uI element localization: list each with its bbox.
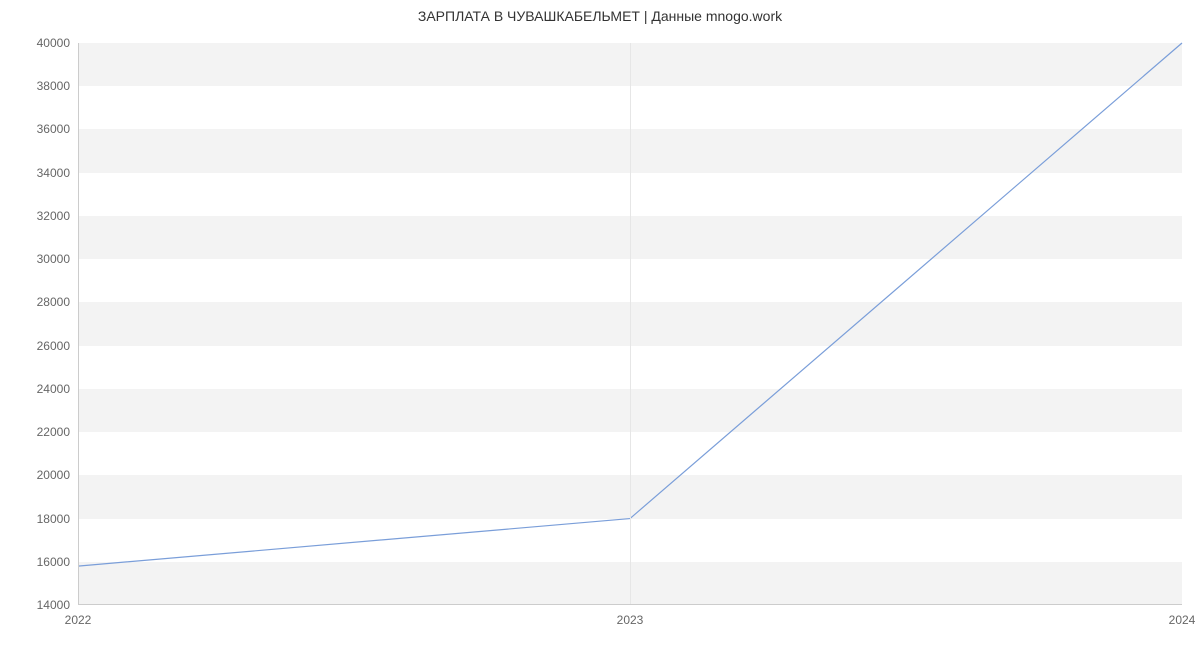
chart-title: ЗАРПЛАТА В ЧУВАШКАБЕЛЬМЕТ | Данные mnogo… bbox=[0, 8, 1200, 24]
x-axis-line bbox=[78, 604, 1182, 605]
line-chart: ЗАРПЛАТА В ЧУВАШКАБЕЛЬМЕТ | Данные mnogo… bbox=[0, 0, 1200, 650]
grid-vline bbox=[630, 43, 631, 605]
y-tick-label: 14000 bbox=[37, 598, 70, 612]
y-tick-label: 20000 bbox=[37, 468, 70, 482]
y-tick-label: 28000 bbox=[37, 295, 70, 309]
plot-area: 1400016000180002000022000240002600028000… bbox=[78, 43, 1182, 605]
y-tick-label: 32000 bbox=[37, 209, 70, 223]
y-tick-label: 36000 bbox=[37, 122, 70, 136]
x-tick-label: 2024 bbox=[1169, 613, 1196, 627]
y-tick-label: 34000 bbox=[37, 166, 70, 180]
y-tick-label: 18000 bbox=[37, 512, 70, 526]
y-tick-label: 40000 bbox=[37, 36, 70, 50]
y-tick-label: 38000 bbox=[37, 79, 70, 93]
y-axis-line bbox=[78, 43, 79, 605]
y-tick-label: 26000 bbox=[37, 339, 70, 353]
y-tick-label: 22000 bbox=[37, 425, 70, 439]
y-tick-label: 30000 bbox=[37, 252, 70, 266]
y-tick-label: 24000 bbox=[37, 382, 70, 396]
y-tick-label: 16000 bbox=[37, 555, 70, 569]
x-tick-label: 2023 bbox=[617, 613, 644, 627]
x-tick-label: 2022 bbox=[65, 613, 92, 627]
